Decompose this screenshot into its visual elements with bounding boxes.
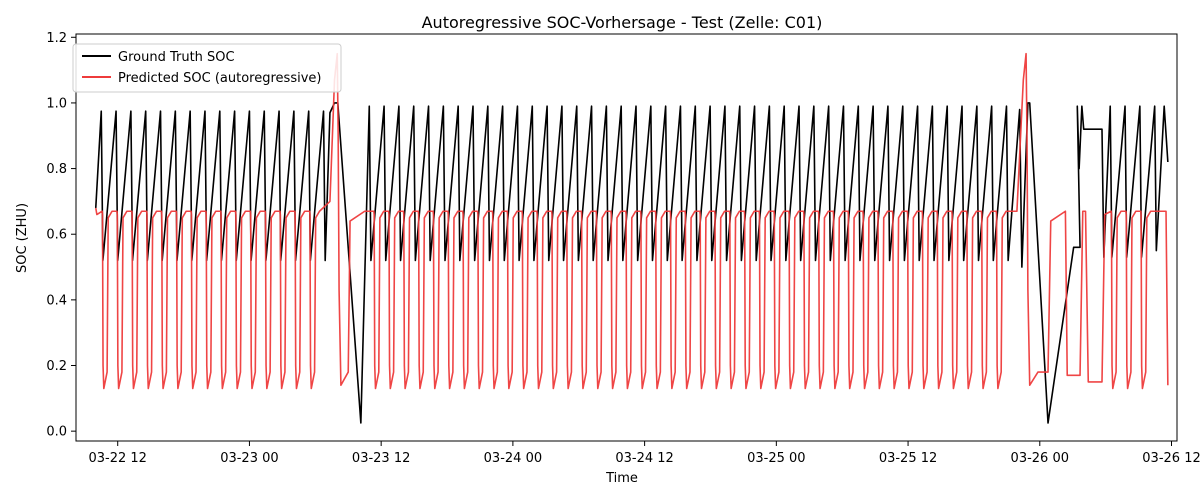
legend-label-predicted: Predicted SOC (autoregressive) bbox=[118, 71, 321, 86]
plot-area bbox=[94, 52, 1169, 424]
x-tick-label: 03-24 12 bbox=[615, 451, 673, 466]
y-tick-label: 0.0 bbox=[46, 425, 67, 440]
x-axis-label: Time bbox=[605, 471, 638, 486]
x-tick-label: 03-25 12 bbox=[879, 451, 937, 466]
series-line-predicted bbox=[94, 52, 1169, 390]
series-line-ground-truth bbox=[94, 102, 1169, 424]
y-tick-label: 0.8 bbox=[46, 162, 67, 177]
x-tick-label: 03-23 00 bbox=[220, 451, 278, 466]
x-tick-label: 03-25 00 bbox=[747, 451, 805, 466]
y-tick-label: 0.4 bbox=[46, 293, 67, 308]
x-tick-label: 03-23 12 bbox=[352, 451, 410, 466]
y-tick-label: 0.2 bbox=[46, 359, 67, 374]
legend-label-ground-truth: Ground Truth SOC bbox=[118, 50, 235, 65]
x-axis: 03-22 12 03-23 00 03-23 12 03-24 00 03-24 12… bbox=[88, 441, 1200, 466]
y-tick-label: 1.2 bbox=[46, 31, 67, 46]
y-axis: 0.0 0.2 0.4 0.6 0.8 1.0 1.2 bbox=[46, 31, 76, 440]
plot-frame bbox=[75, 33, 1178, 442]
legend-box bbox=[72, 43, 342, 93]
y-axis-label: SOC (ZHU) bbox=[15, 203, 30, 273]
x-tick-label: 03-26 00 bbox=[1011, 451, 1069, 466]
y-tick-label: 1.0 bbox=[46, 96, 67, 111]
legend: Ground Truth SOC Predicted SOC (autoregr… bbox=[72, 43, 342, 93]
x-tick-label: 03-22 12 bbox=[88, 451, 146, 466]
chart-title: Autoregressive SOC-Vorhersage - Test (Ze… bbox=[422, 13, 823, 32]
x-tick-label: 03-26 12 bbox=[1142, 451, 1200, 466]
y-tick-label: 0.6 bbox=[46, 228, 67, 243]
x-tick-label: 03-24 00 bbox=[484, 451, 542, 466]
